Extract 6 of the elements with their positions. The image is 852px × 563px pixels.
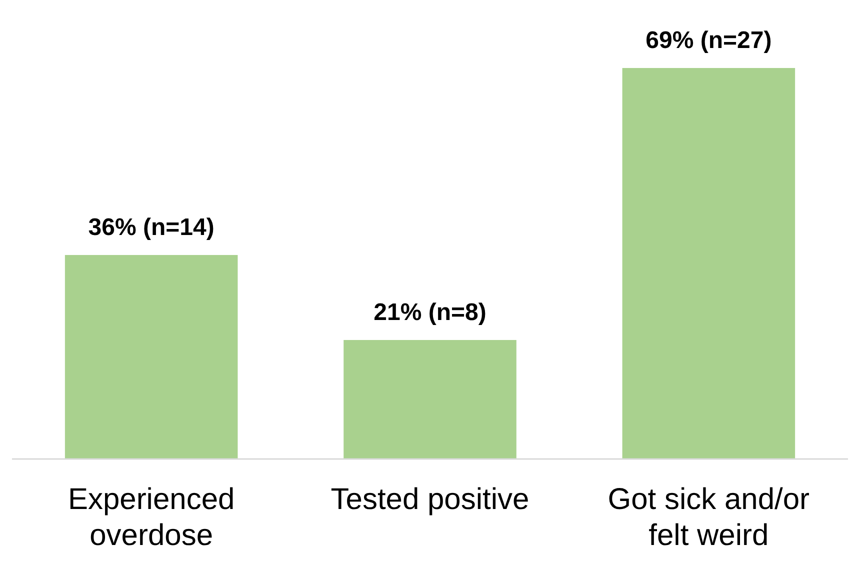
x-tick-label: Tested positive [330, 483, 530, 516]
data-label: 69% (n=27) [646, 27, 772, 54]
x-tick-label: Experienced overdose [68, 483, 235, 552]
data-label: 21% (n=8) [374, 299, 486, 326]
data-label: 36% (n=14) [88, 214, 214, 241]
x-tick-label: Got sick and/or felt weird [608, 483, 810, 552]
